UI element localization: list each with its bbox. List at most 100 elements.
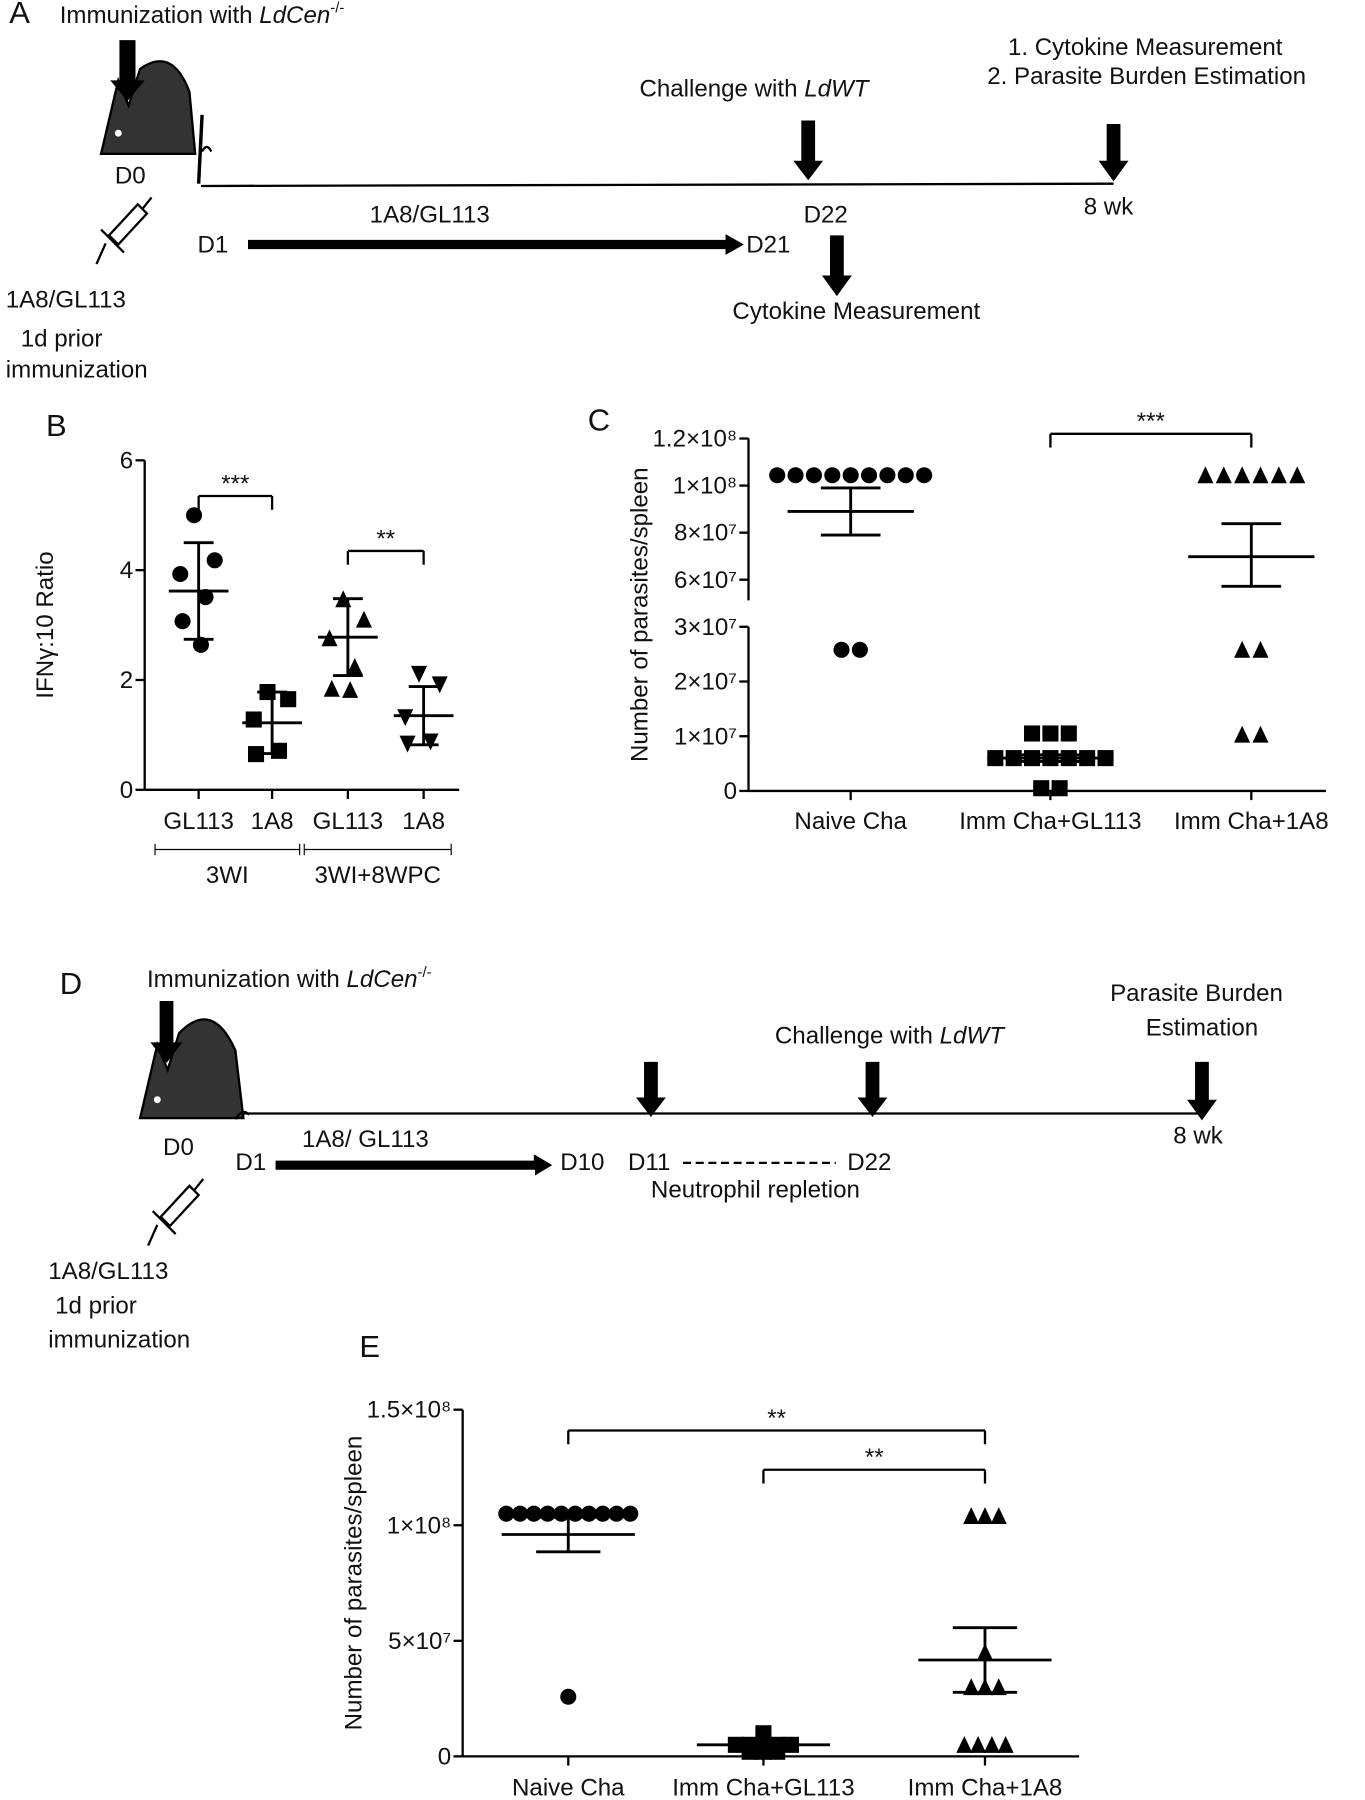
y-tick-label: 0 bbox=[120, 777, 133, 804]
y-axis-label: Number of parasites/spleen bbox=[626, 467, 653, 762]
point bbox=[990, 1507, 1007, 1525]
point bbox=[580, 1505, 597, 1522]
y-tick-label: 1×10⁸ bbox=[387, 1512, 451, 1539]
point bbox=[805, 467, 822, 484]
point bbox=[824, 467, 841, 484]
readout: 2. Parasite Burden Estimation bbox=[987, 63, 1306, 90]
squiggle bbox=[201, 145, 213, 153]
title: Immunization with LdCen-/- bbox=[60, 0, 345, 29]
end-label: 8 wk bbox=[1084, 194, 1134, 221]
y-tick-label: 0 bbox=[438, 1743, 451, 1770]
title-italic: LdCen bbox=[259, 2, 330, 29]
mouse bbox=[138, 1018, 245, 1120]
x-tick-label: Imm Cha+1A8 bbox=[1174, 808, 1329, 835]
end-label: 8 wk bbox=[1173, 1122, 1223, 1149]
treatment: 1A8/ GL113 bbox=[302, 1126, 429, 1153]
point bbox=[525, 1505, 542, 1522]
point bbox=[787, 467, 804, 484]
title-text: Immunization with bbox=[60, 2, 260, 29]
point bbox=[1024, 725, 1041, 742]
arrow bbox=[857, 1061, 888, 1117]
point bbox=[897, 467, 914, 484]
point bbox=[397, 709, 414, 727]
point bbox=[1033, 780, 1050, 797]
pretreatment: 1d prior bbox=[55, 1292, 137, 1319]
point bbox=[1051, 780, 1068, 797]
point bbox=[346, 657, 363, 675]
x-tick-label: Naive Cha bbox=[512, 1774, 625, 1800]
x-tick-label: GL113 bbox=[163, 808, 234, 835]
point bbox=[1042, 725, 1059, 742]
point bbox=[963, 1507, 980, 1525]
syringe bbox=[95, 196, 153, 265]
arrow bbox=[247, 234, 744, 255]
point bbox=[512, 1505, 529, 1522]
pretreatment: immunization bbox=[6, 357, 148, 384]
point bbox=[879, 467, 896, 484]
day-label: D22 bbox=[804, 202, 848, 229]
panel-label: A bbox=[9, 0, 30, 30]
title: Immunization with LdCen-/- bbox=[147, 964, 432, 993]
challenge-text: Challenge with bbox=[775, 1022, 940, 1049]
y-tick-label: 1.5×10⁸ bbox=[367, 1397, 452, 1424]
point bbox=[355, 610, 372, 628]
x-tick-label: Imm Cha+1A8 bbox=[908, 1774, 1063, 1800]
day-label: D0 bbox=[163, 1134, 194, 1161]
point bbox=[976, 1507, 994, 1525]
y-tick-label: 5×10⁷ bbox=[388, 1628, 451, 1655]
readout: Cytokine Measurement bbox=[732, 298, 980, 325]
significance: ** bbox=[376, 525, 395, 552]
point bbox=[594, 1505, 611, 1522]
point bbox=[539, 1505, 556, 1522]
x-tick-label: 1A8 bbox=[402, 808, 445, 835]
point bbox=[990, 1678, 1007, 1696]
y-tick-label: 1×10⁸ bbox=[673, 473, 737, 500]
arrow bbox=[636, 1061, 666, 1117]
panel-label: E bbox=[359, 1329, 380, 1364]
title-sup: -/- bbox=[330, 0, 344, 17]
day-label: D21 bbox=[746, 232, 790, 259]
day-label: D11 bbox=[628, 1149, 670, 1176]
point bbox=[498, 1505, 515, 1522]
y-tick-label: 0 bbox=[724, 778, 737, 805]
treatment: 1A8/GL113 bbox=[370, 202, 490, 229]
challenge-italic: LdWT bbox=[804, 75, 871, 102]
challenge-italic: LdWT bbox=[940, 1022, 1007, 1049]
day-label: D0 bbox=[115, 163, 146, 190]
point bbox=[970, 1735, 987, 1753]
mouse bbox=[99, 60, 197, 155]
readout: Estimation bbox=[1146, 1014, 1258, 1041]
point bbox=[411, 665, 428, 683]
arrow bbox=[793, 120, 824, 181]
point bbox=[323, 679, 340, 697]
arrow bbox=[1187, 1061, 1217, 1121]
x-tick-label: Naive Cha bbox=[794, 808, 907, 835]
y-axis-label: Number of parasites/spleen bbox=[341, 1436, 368, 1731]
day-label: D1 bbox=[235, 1149, 266, 1176]
point bbox=[431, 676, 448, 694]
point bbox=[1197, 466, 1214, 484]
point bbox=[861, 467, 878, 484]
point bbox=[842, 467, 859, 484]
point bbox=[608, 1505, 625, 1522]
point bbox=[983, 1735, 1000, 1753]
panel-label: D bbox=[60, 966, 82, 1001]
point bbox=[1234, 725, 1251, 743]
point bbox=[1215, 466, 1232, 484]
point bbox=[1234, 466, 1251, 484]
y-tick-label: 4 bbox=[120, 557, 133, 584]
point bbox=[916, 467, 933, 484]
repletion: Neutrophil repletion bbox=[651, 1176, 860, 1203]
significance: ** bbox=[865, 1444, 884, 1471]
x-tick-label: GL113 bbox=[313, 808, 384, 835]
x-tick-label: 1A8 bbox=[251, 808, 294, 835]
group-label: 3WI+8WPC bbox=[314, 862, 441, 889]
point bbox=[1060, 725, 1077, 742]
point bbox=[1289, 466, 1306, 484]
point bbox=[172, 565, 189, 583]
point bbox=[399, 735, 416, 753]
point bbox=[192, 636, 209, 653]
point bbox=[833, 641, 850, 658]
panel-label: C bbox=[588, 402, 610, 437]
arrow bbox=[1098, 123, 1129, 182]
